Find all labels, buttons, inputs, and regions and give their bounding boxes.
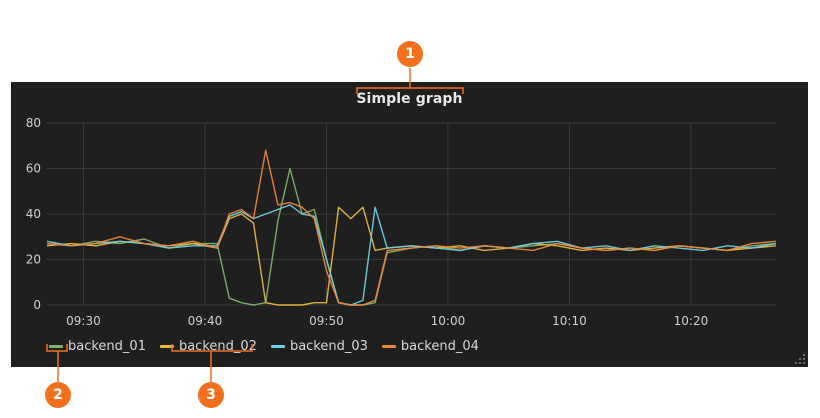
legend-item-backend_03[interactable]: backend_03 (270, 339, 368, 354)
chart-legend: backend_01 backend_02 backend_03 backend_04 (49, 339, 479, 354)
legend-swatch[interactable] (159, 345, 174, 348)
x-tick-label: 09:40 (188, 314, 223, 328)
legend-item-backend_02[interactable]: backend_02 (159, 339, 257, 354)
legend-swatch[interactable] (270, 345, 285, 348)
panel-title[interactable]: Simple graph (356, 91, 463, 107)
legend-label[interactable]: backend_04 (400, 339, 479, 354)
x-tick-label: 09:30 (66, 314, 101, 328)
x-tick-label: 10:20 (674, 314, 709, 328)
y-tick-label: 20 (26, 253, 41, 267)
legend-label[interactable]: backend_03 (289, 339, 368, 354)
legend-swatch[interactable] (381, 345, 396, 348)
series-line-backend_04 (46, 149, 777, 306)
legend-item-backend_01[interactable]: backend_01 (49, 339, 146, 354)
callout-badge: 2 (45, 382, 71, 408)
graph-panel: Simple graph 0 20 40 60 80 09:30 09:40 09:50 10:… (11, 82, 808, 367)
y-tick-label: 0 (33, 298, 41, 312)
callout-badge: 1 (397, 41, 423, 67)
legend-swatch[interactable] (49, 345, 63, 348)
resize-handle-icon[interactable] (795, 354, 805, 364)
y-tick-label: 40 (26, 207, 41, 221)
x-tick-label: 10:00 (431, 314, 466, 328)
series-line-backend_01 (46, 167, 777, 306)
x-tick-label: 09:50 (309, 314, 344, 328)
legend-label[interactable]: backend_02 (178, 339, 257, 354)
y-tick-label: 60 (26, 162, 41, 176)
series-line-backend_03 (46, 204, 777, 306)
series-line-backend_02 (46, 206, 777, 306)
legend-label[interactable]: backend_01 (68, 339, 146, 354)
callout-badge: 3 (198, 382, 224, 408)
legend-item-backend_04[interactable]: backend_04 (381, 339, 479, 354)
x-tick-label: 10:10 (552, 314, 587, 328)
y-tick-label: 80 (26, 116, 41, 130)
line-chart: 0 20 40 60 80 09:30 09:40 09:50 10:00 10:10 10:20 (26, 116, 777, 328)
